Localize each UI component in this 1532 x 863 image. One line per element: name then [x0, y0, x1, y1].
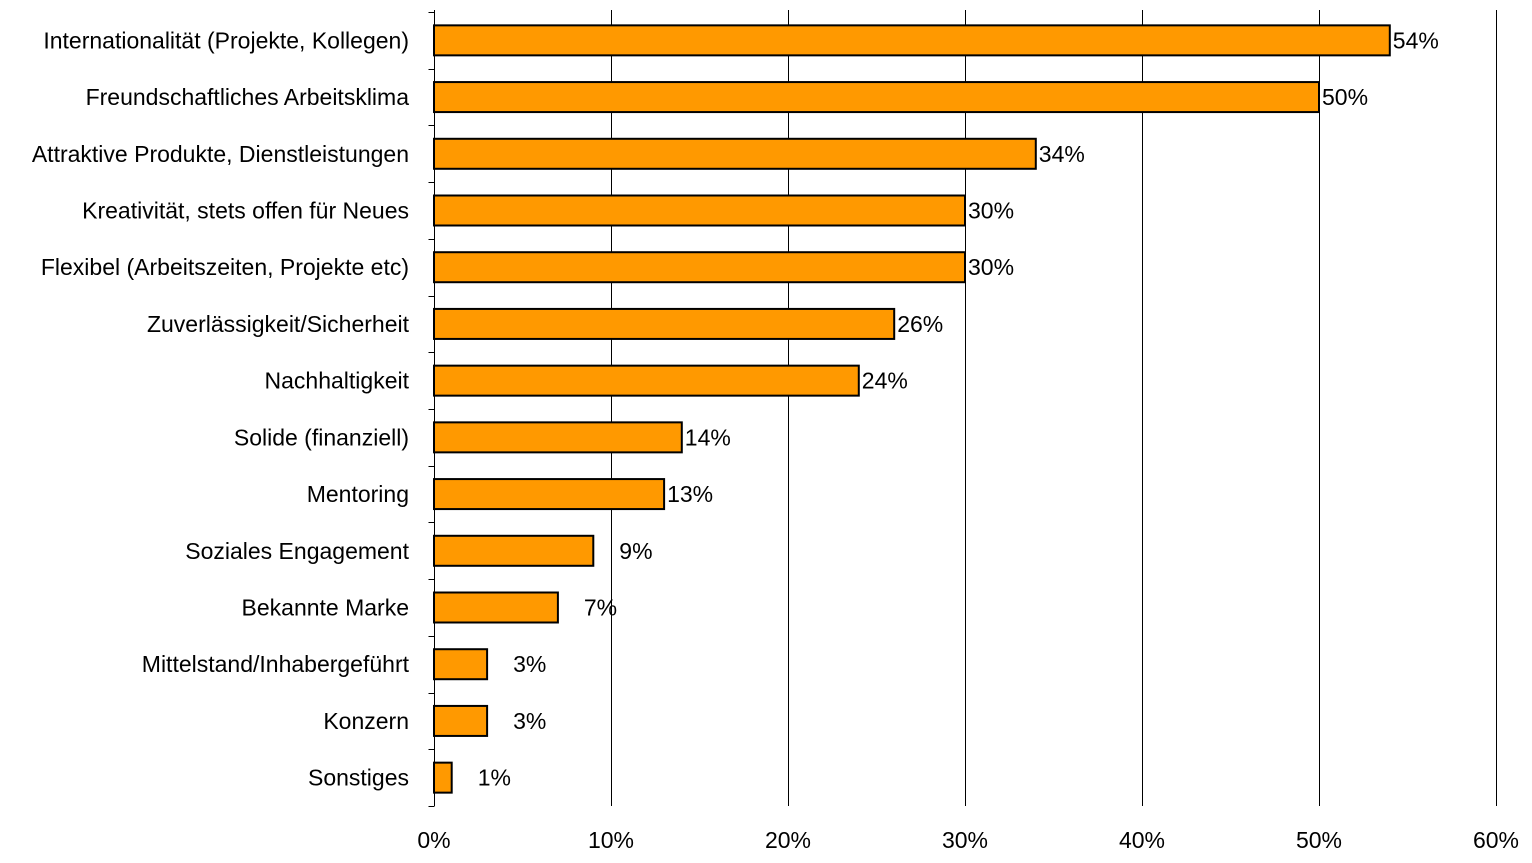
bar	[433, 364, 860, 397]
category-label: Attraktive Produkte, Dienstleistungen	[32, 141, 409, 167]
bar	[433, 81, 1320, 114]
category-label: Bekannte Marke	[242, 595, 409, 621]
category-label: Internationalität (Projekte, Kollegen)	[43, 27, 409, 53]
category-label: Kreativität, stets offen für Neues	[82, 198, 409, 224]
bars	[433, 24, 1391, 794]
data-label: 34%	[1039, 141, 1085, 167]
bar	[433, 307, 896, 340]
bar	[433, 421, 683, 454]
data-label: 24%	[862, 368, 908, 394]
category-label: Flexibel (Arbeitszeiten, Projekte etc)	[41, 254, 409, 280]
data-label: 1%	[478, 765, 511, 791]
data-label: 14%	[685, 424, 731, 450]
category-label: Zuverlässigkeit/Sicherheit	[147, 311, 410, 337]
category-label: Soziales Engagement	[185, 538, 409, 564]
data-label: 50%	[1322, 84, 1368, 110]
data-label: 30%	[968, 198, 1014, 224]
data-label: 30%	[968, 254, 1014, 280]
data-label: 13%	[667, 481, 713, 507]
category-label: Nachhaltigkeit	[265, 368, 410, 394]
category-label: Freundschaftliches Arbeitsklima	[86, 84, 410, 110]
x-tick-label: 10%	[588, 827, 634, 853]
bar	[433, 534, 595, 567]
category-label: Mentoring	[307, 481, 409, 507]
bar	[433, 194, 966, 227]
bar	[433, 648, 489, 681]
bar	[433, 478, 666, 511]
x-tick-label: 30%	[942, 827, 988, 853]
data-label: 9%	[619, 538, 652, 564]
gridlines	[611, 10, 1497, 806]
bar	[433, 591, 559, 624]
x-tick-label: 50%	[1296, 827, 1342, 853]
data-label: 3%	[513, 708, 546, 734]
data-label: 54%	[1393, 27, 1439, 53]
x-tick-label: 20%	[765, 827, 811, 853]
x-tick-label: 60%	[1473, 827, 1519, 853]
data-label: 26%	[897, 311, 943, 337]
x-tick-label: 40%	[1119, 827, 1165, 853]
bar	[433, 761, 453, 794]
data-label: 3%	[513, 651, 546, 677]
y-axis	[428, 10, 435, 807]
category-label: Sonstiges	[308, 765, 409, 791]
category-label: Mittelstand/Inhabergeführt	[142, 651, 410, 677]
bar	[433, 137, 1037, 170]
bar	[433, 704, 489, 737]
category-label: Solide (finanziell)	[234, 424, 409, 450]
bar	[433, 251, 966, 284]
bar	[433, 24, 1391, 57]
x-tick-label: 0%	[417, 827, 450, 853]
data-label: 7%	[584, 595, 617, 621]
category-label: Konzern	[323, 708, 409, 734]
labels: 0% 10% 20% 30% 40% 50% 60% Internationalität (P…	[32, 27, 1519, 853]
